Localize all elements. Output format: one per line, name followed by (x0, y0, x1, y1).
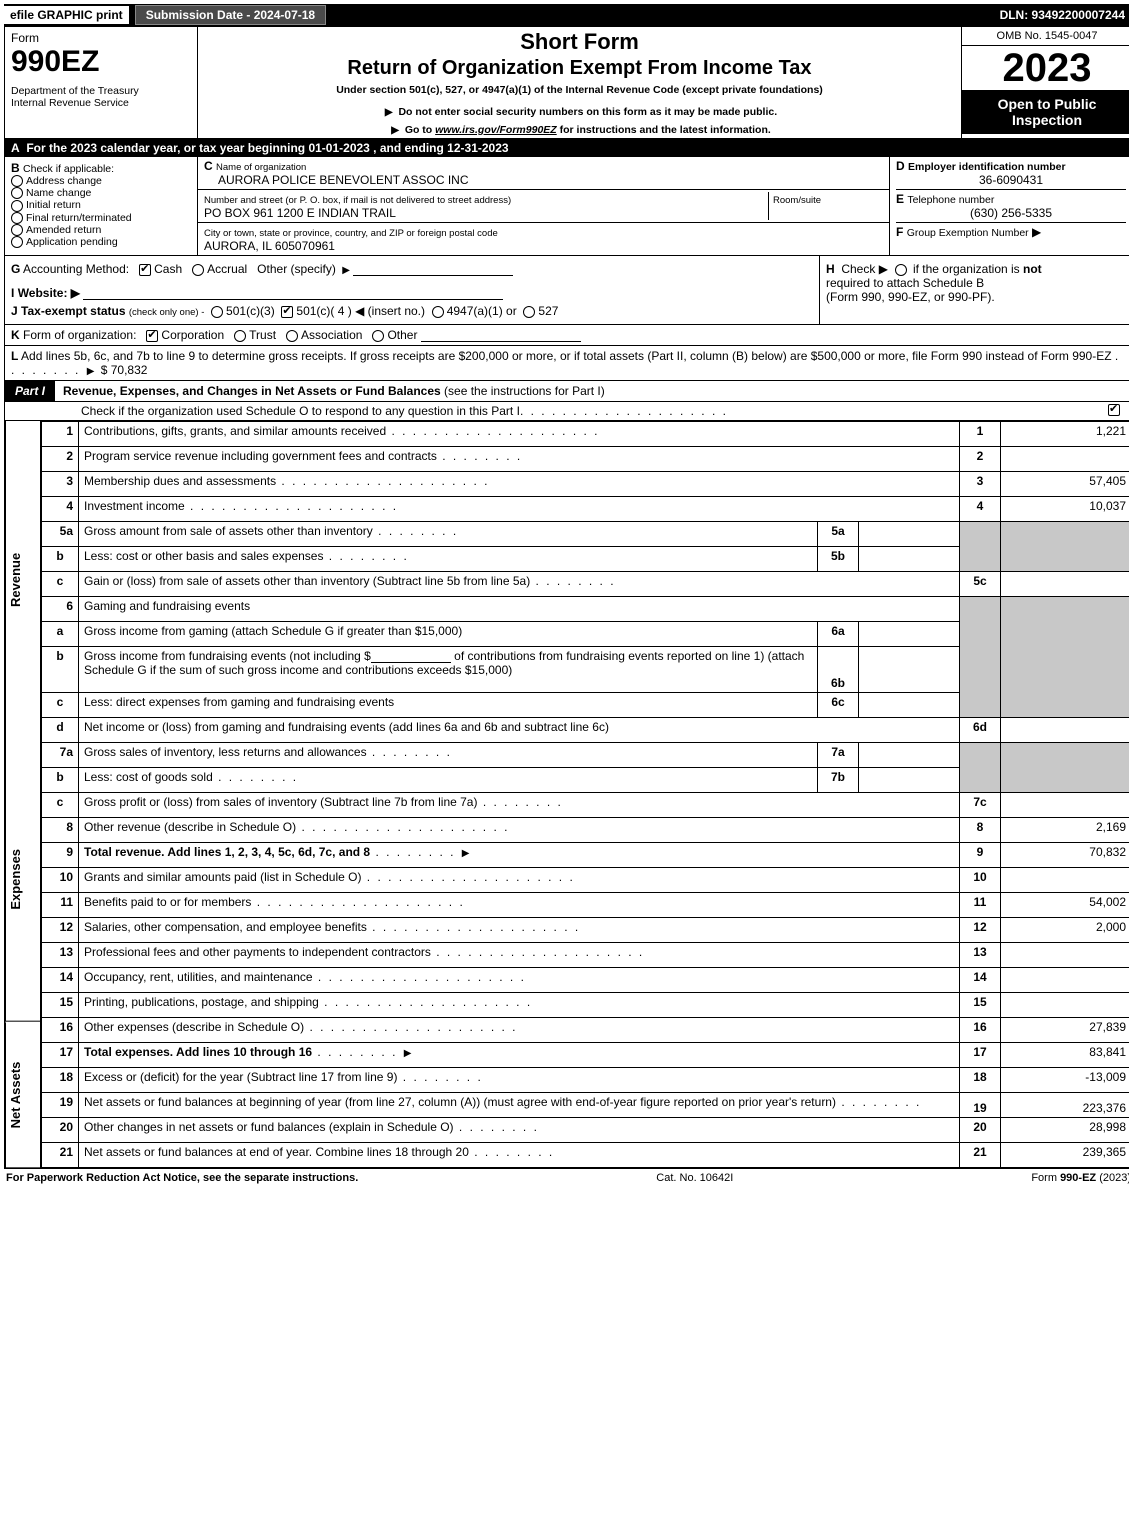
table-row: 21Net assets or fund balances at end of … (42, 1143, 1129, 1168)
irs-link[interactable]: www.irs.gov/Form990EZ (435, 124, 557, 136)
chk-trust[interactable] (234, 330, 246, 342)
expenses-vlabel: Expenses (5, 738, 40, 1022)
table-row: 13Professional fees and other payments t… (42, 943, 1129, 968)
table-row: 11Benefits paid to or for members1154,00… (42, 893, 1129, 918)
header-left: Form 990EZ Department of the Treasury In… (5, 27, 198, 138)
col-c: C Name of organization AURORA POLICE BEN… (198, 157, 890, 255)
row-k: K Form of organization: Corporation Trus… (5, 325, 1129, 346)
netassets-vlabel: Net Assets (5, 1022, 40, 1168)
table-row: cGross profit or (loss) from sales of in… (42, 793, 1129, 818)
col-def: D Employer identification number 36-6090… (890, 157, 1129, 255)
page-footer: For Paperwork Reduction Act Notice, see … (4, 1169, 1129, 1184)
table-row: 16Other expenses (describe in Schedule O… (42, 1018, 1129, 1043)
6b-amount-input[interactable] (371, 650, 451, 663)
table-row: 8Other revenue (describe in Schedule O)8… (42, 818, 1129, 843)
table-row: 17Total expenses. Add lines 10 through 1… (42, 1043, 1129, 1068)
table-row: dNet income or (loss) from gaming and fu… (42, 718, 1129, 743)
table-row: cGain or (loss) from sale of assets othe… (42, 572, 1129, 597)
efile-label: efile GRAPHIC print (4, 6, 129, 24)
line-a: A For the 2023 calendar year, or tax yea… (5, 139, 1129, 157)
table-row: 3Membership dues and assessments357,405 (42, 472, 1129, 497)
chk-501c[interactable] (281, 306, 293, 318)
arrow-icon (339, 262, 353, 276)
arrow-icon (401, 1045, 415, 1059)
chk-name-change[interactable] (11, 187, 23, 199)
website-input[interactable] (83, 287, 503, 300)
tax-year: 2023 (962, 46, 1129, 90)
chk-final-return[interactable] (11, 212, 23, 224)
form-word: Form (11, 31, 191, 45)
arrow-icon (382, 106, 396, 118)
table-row: 12Salaries, other compensation, and empl… (42, 918, 1129, 943)
phone: (630) 256-5335 (896, 206, 1126, 220)
lines-wrapper: Revenue Expenses Net Assets 1Contributio… (5, 421, 1129, 1168)
table-row: 9Total revenue. Add lines 1, 2, 3, 4, 5c… (42, 843, 1129, 868)
col-b: B Check if applicable: Address change Na… (5, 157, 198, 255)
chk-accrual[interactable] (192, 264, 204, 276)
chk-corp[interactable] (146, 330, 158, 342)
header-right: OMB No. 1545-0047 2023 Open to Public In… (961, 27, 1129, 138)
chk-pending[interactable] (11, 236, 23, 248)
arrow-icon (459, 845, 473, 859)
form-container: Form 990EZ Department of the Treasury In… (4, 26, 1129, 1169)
chk-501c3[interactable] (211, 306, 223, 318)
submission-date: Submission Date - 2024-07-18 (135, 5, 326, 25)
chk-527[interactable] (523, 306, 535, 318)
org-address: PO BOX 961 1200 E INDIAN TRAIL (204, 206, 396, 220)
table-row: 5aGross amount from sale of assets other… (42, 522, 1129, 547)
table-row: 4Investment income410,037 (42, 497, 1129, 522)
table-row: 6Gaming and fundraising events (42, 597, 1129, 622)
part1-header: Part I Revenue, Expenses, and Changes in… (5, 380, 1129, 402)
chk-cash[interactable] (139, 264, 151, 276)
ssn-warning: Do not enter social security numbers on … (206, 106, 953, 118)
chk-other-org[interactable] (372, 330, 384, 342)
chk-initial-return[interactable] (11, 200, 23, 212)
arrow-icon (388, 124, 402, 136)
col-h: H Check ▶ if the organization is not req… (819, 256, 1129, 324)
irs-label: Internal Revenue Service (11, 97, 191, 109)
table-row: 14Occupancy, rent, utilities, and mainte… (42, 968, 1129, 993)
goto-line: Go to www.irs.gov/Form990EZ for instruct… (206, 124, 953, 136)
other-org-input[interactable] (421, 329, 581, 342)
part1-checkline: Check if the organization used Schedule … (5, 402, 1129, 421)
gross-receipts: $ 70,832 (101, 363, 148, 377)
table-row: 1Contributions, gifts, grants, and simil… (42, 422, 1129, 447)
table-row: 7aGross sales of inventory, less returns… (42, 743, 1129, 768)
table-row: 10Grants and similar amounts paid (list … (42, 868, 1129, 893)
org-city: AURORA, IL 605070961 (204, 239, 335, 253)
table-row: 2Program service revenue including gover… (42, 447, 1129, 472)
header-mid: Short Form Return of Organization Exempt… (198, 27, 961, 138)
table-row: 19Net assets or fund balances at beginni… (42, 1093, 1129, 1118)
open-public: Open to Public Inspection (962, 90, 1129, 134)
return-title: Return of Organization Exempt From Incom… (206, 57, 953, 80)
lines-table: 1Contributions, gifts, grants, and simil… (41, 421, 1129, 1168)
entity-section: B Check if applicable: Address change Na… (5, 157, 1129, 256)
revenue-vlabel: Revenue (5, 421, 40, 738)
subtitle: Under section 501(c), 527, or 4947(a)(1)… (206, 84, 953, 96)
row-gh: G Accounting Method: Cash Accrual Other … (5, 256, 1129, 325)
chk-4947[interactable] (432, 306, 444, 318)
ein: 36-6090431 (896, 173, 1126, 187)
chk-amended[interactable] (11, 224, 23, 236)
chk-address-change[interactable] (11, 175, 23, 187)
short-form-title: Short Form (206, 29, 953, 55)
table-row: 18Excess or (deficit) for the year (Subt… (42, 1068, 1129, 1093)
chk-assoc[interactable] (286, 330, 298, 342)
org-name: AURORA POLICE BENEVOLENT ASSOC INC (218, 173, 469, 187)
table-row: 15Printing, publications, postage, and s… (42, 993, 1129, 1018)
form-number: 990EZ (11, 45, 191, 79)
dept-treasury: Department of the Treasury (11, 85, 191, 97)
row-l: L Add lines 5b, 6c, and 7b to line 9 to … (5, 346, 1129, 380)
dln-label: DLN: 93492200007244 (1000, 8, 1129, 22)
chk-schedule-b[interactable] (895, 264, 907, 276)
arrow-icon (84, 363, 98, 377)
form-header: Form 990EZ Department of the Treasury In… (5, 27, 1129, 139)
omb-number: OMB No. 1545-0047 (962, 27, 1129, 46)
chk-schedule-o[interactable] (1108, 404, 1120, 416)
table-row: 20Other changes in net assets or fund ba… (42, 1118, 1129, 1143)
other-method-input[interactable] (353, 263, 513, 276)
top-bar: efile GRAPHIC print Submission Date - 20… (4, 4, 1129, 26)
